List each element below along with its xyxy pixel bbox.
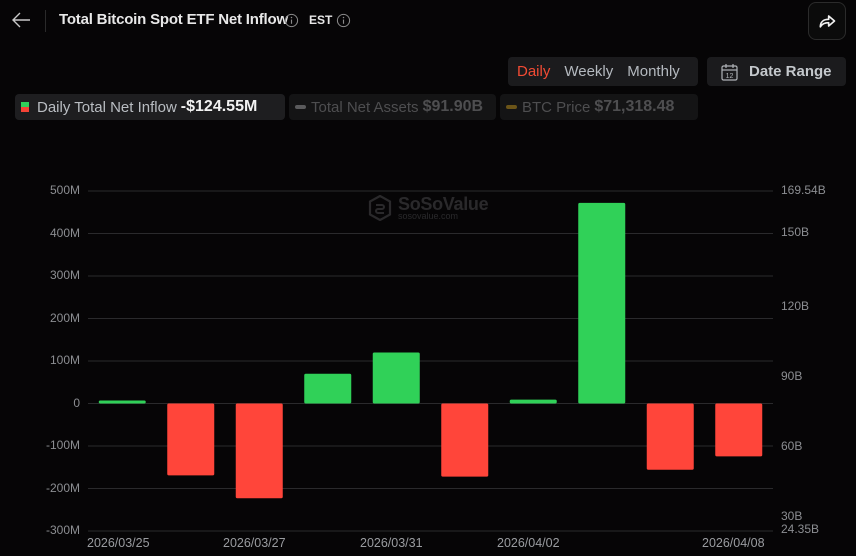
x-axis-label: 2026/04/02 [497,536,560,550]
bar-2026/04/01[interactable] [441,403,489,477]
y-axis-label: 500M [49,183,80,197]
period-tabs: Daily Weekly Monthly [508,57,698,86]
timezone-label: EST [309,13,333,27]
y2-axis-label: 24.35B [781,522,820,536]
x-axis-label: 2026/03/31 [360,536,423,550]
back-button[interactable] [10,8,34,32]
watermark: SoSoValue sosovalue.com [368,193,489,221]
y-axis-label: 400M [49,225,80,240]
bar-2026/03/30[interactable] [304,373,352,404]
legend-btc-price[interactable]: BTC Price $71,318.48 [500,94,698,120]
watermark-name: SoSoValue [398,193,489,214]
legend-swatch [506,105,517,109]
legend-net-inflow[interactable]: Daily Total Net Inflow -$124.55M [15,94,285,120]
y-axis-label: 300M [49,268,80,282]
legend-value: $91.90B [422,98,484,115]
share-button[interactable] [808,2,846,40]
y-axis-label: 100M [49,353,80,367]
tab-weekly[interactable]: Weekly [564,63,614,80]
y2-axis-label: 90B [781,369,803,383]
legend-label: BTC Price [522,98,591,116]
legend-swatch [21,102,29,112]
y-axis-label: 0 [73,395,80,410]
divider [45,10,46,32]
arrow-left-icon [12,12,30,28]
share-arrow-icon [819,15,836,28]
legend-swatch [295,105,306,109]
bar-2026/04/06[interactable] [578,202,626,404]
legend-label: Total Net Assets [311,98,419,116]
bar-2026/04/08[interactable] [715,403,763,457]
date-range-button[interactable]: 12 Date Range [707,57,846,86]
legend-label: Daily Total Net Inflow [37,98,177,116]
bar-2026/03/26[interactable] [167,403,215,476]
y-axis-label: -100M [45,438,80,452]
legend-value: -$124.55M [180,98,258,115]
bar-2026/03/25[interactable] [98,400,146,404]
svg-text:12: 12 [726,73,734,80]
y2-axis-label: 60B [781,439,803,453]
bar-2026/03/27[interactable] [235,403,283,499]
bar-2026/03/31[interactable] [372,352,420,404]
y2-axis-label: 30B [781,509,803,523]
tab-monthly[interactable]: Monthly [627,63,680,80]
x-axis-label: 2026/03/25 [87,536,150,550]
tab-daily[interactable]: Daily [517,63,551,80]
y-axis-label: -200M [45,480,80,495]
calendar-icon: 12 [721,63,738,81]
timezone-info-icon[interactable] [336,13,351,28]
date-range-label: Date Range [749,63,832,80]
x-axis-label: 2026/04/08 [702,536,765,550]
y-axis-label: 200M [49,310,80,325]
sosovalue-logo-icon [368,195,392,221]
y-axis-label: -300M [45,523,80,537]
legend-value: $71,318.48 [594,98,675,115]
y2-axis-label: 169.54B [781,183,826,197]
bar-2026/04/02[interactable] [509,399,557,404]
top-bar: Total Bitcoin Spot ETF Net Inflow EST [0,0,856,42]
page-title: Total Bitcoin Spot ETF Net Inflow [59,11,288,28]
y2-axis-label: 150B [781,225,810,239]
info-icon[interactable] [284,13,299,28]
legend-total-net-assets[interactable]: Total Net Assets $91.90B [289,94,496,120]
watermark-url: sosovalue.com [398,210,459,221]
x-axis-label: 2026/03/27 [223,536,286,550]
bar-2026/04/07[interactable] [646,403,694,470]
y2-axis-label: 120B [781,299,810,313]
